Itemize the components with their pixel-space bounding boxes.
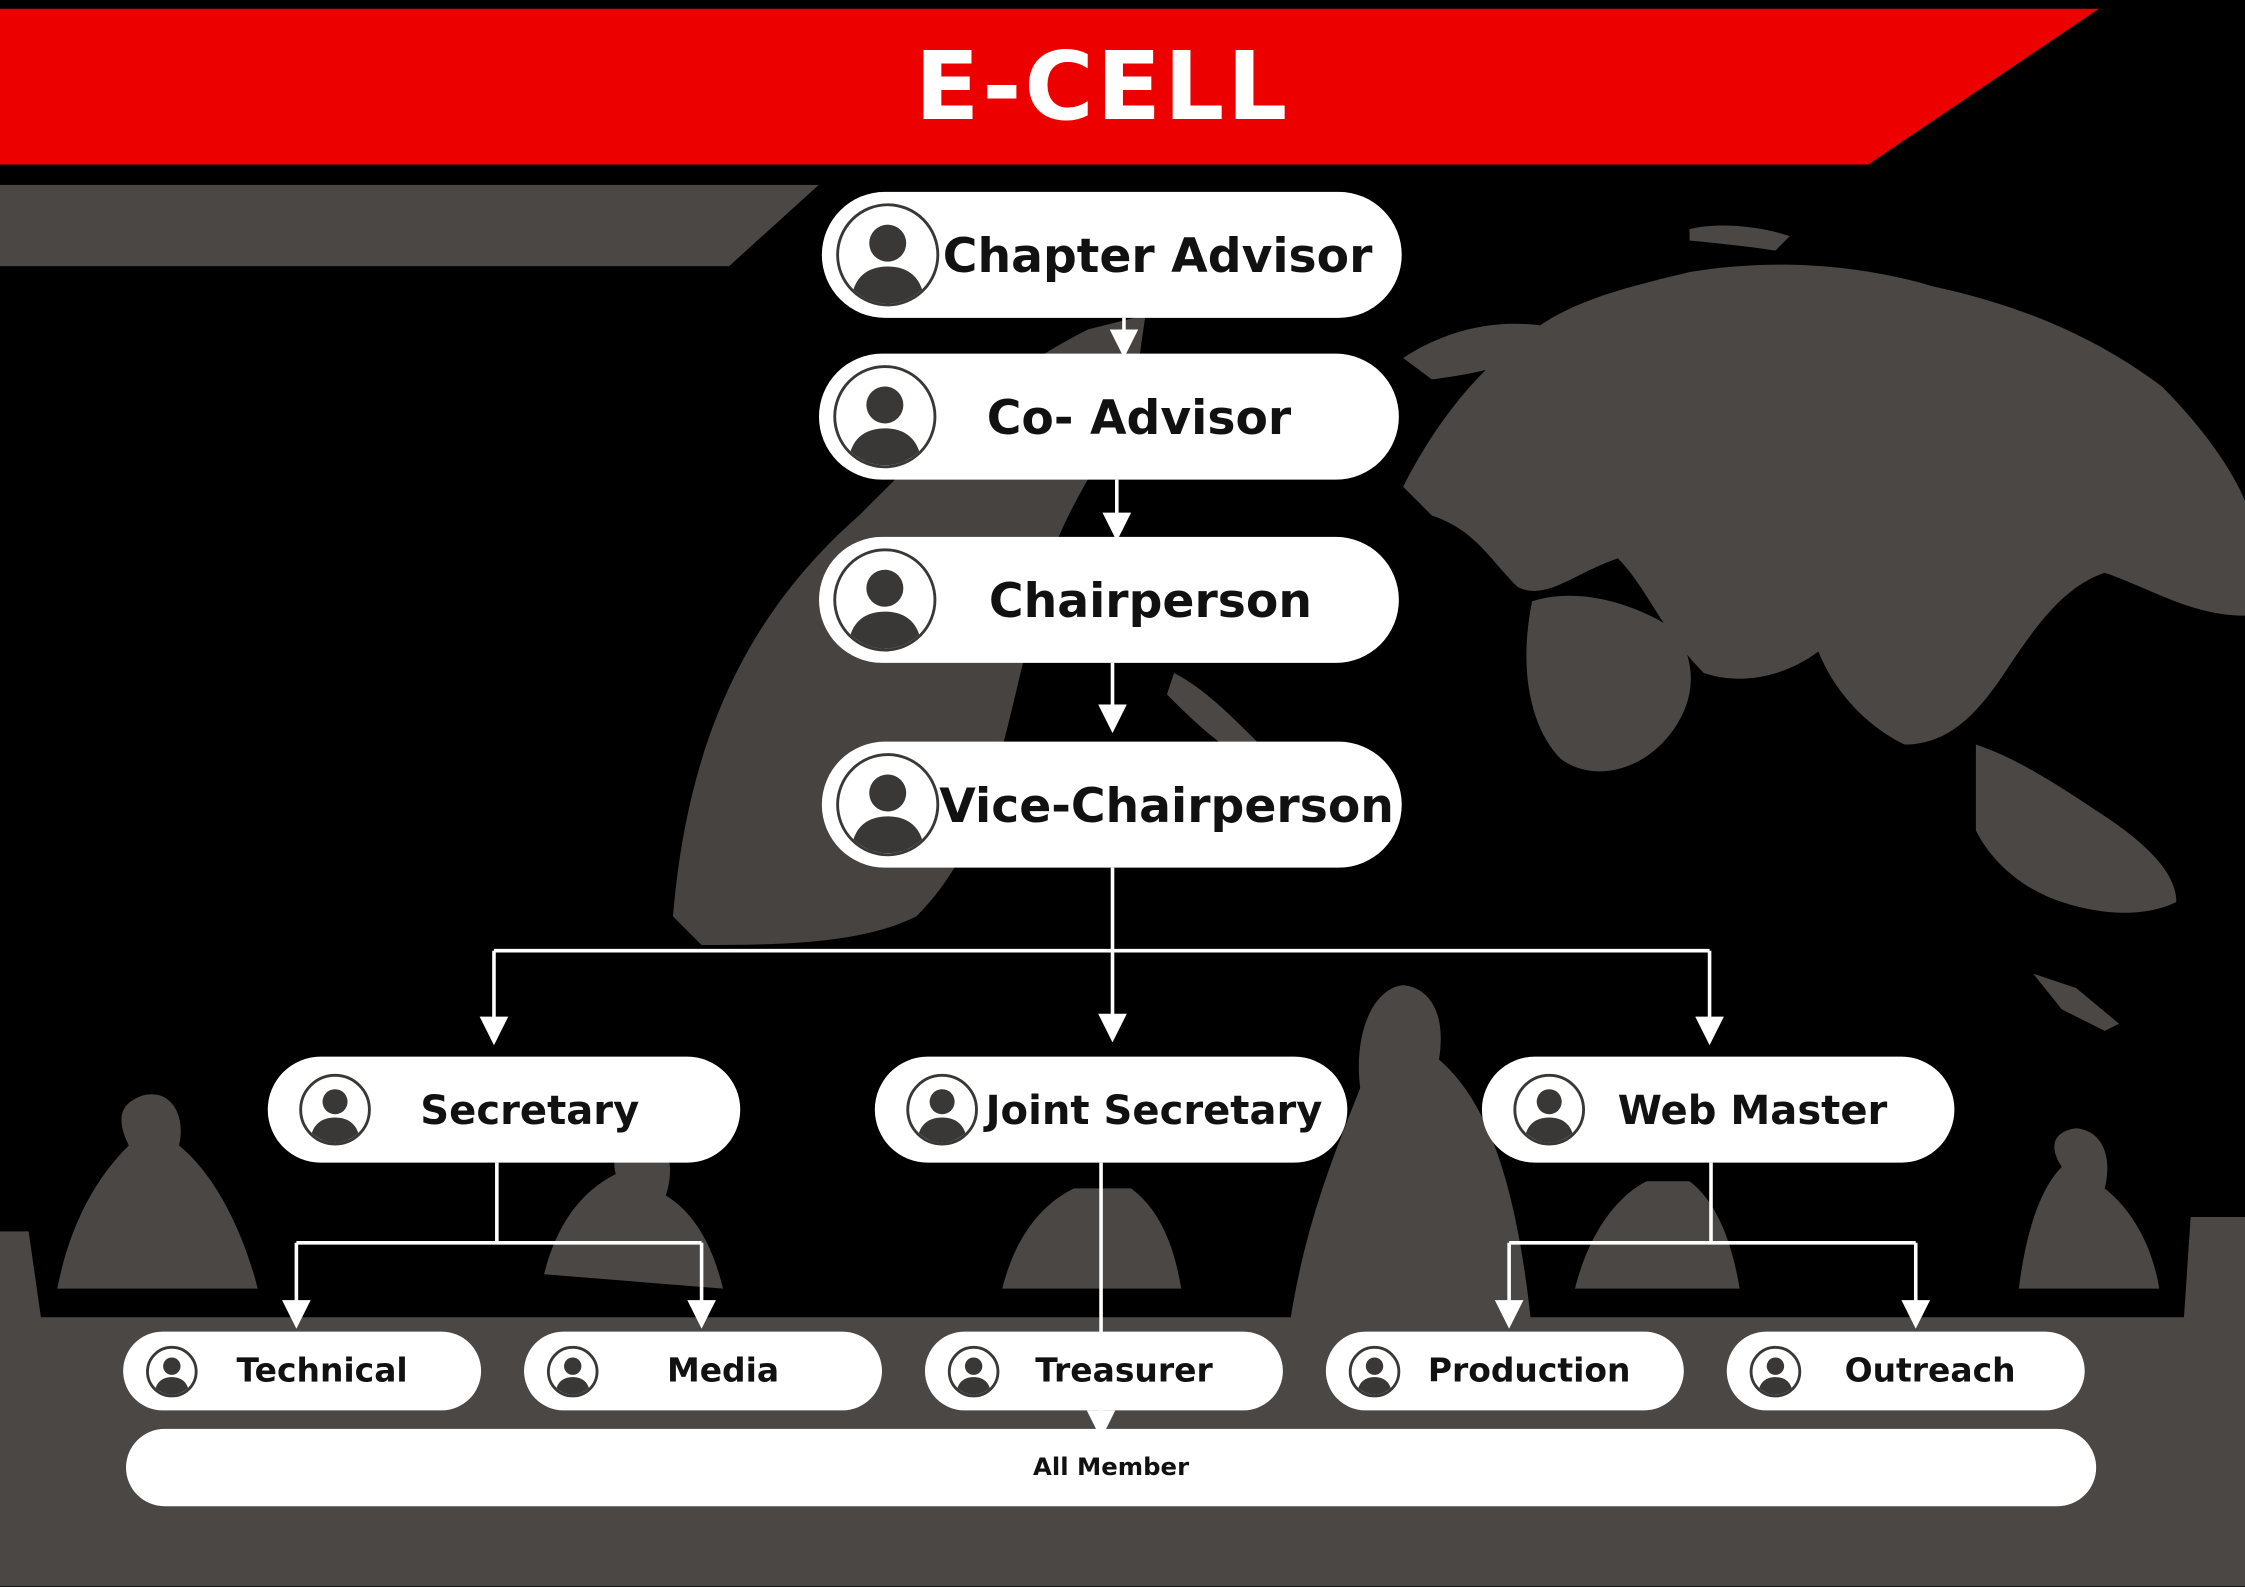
person-avatar-icon [836, 753, 940, 857]
node-co-advisor: Co- Advisor [818, 353, 1399, 480]
person-avatar-icon [833, 365, 937, 469]
page-title: E-CELL [914, 31, 1291, 142]
node-chapter-advisor: Chapter Advisor [821, 191, 1402, 318]
node-all-members: All Member [125, 1428, 2097, 1507]
node-label: Chapter Advisor [942, 226, 1373, 283]
node-media: Media [524, 1331, 882, 1411]
decorative-stripe [0, 184, 819, 267]
node-label: Co- Advisor [986, 388, 1292, 445]
node-label: Technical [236, 1352, 408, 1390]
node-label: Treasurer [1035, 1352, 1213, 1390]
person-avatar-icon [1348, 1345, 1401, 1397]
person-avatar-icon [299, 1073, 371, 1146]
node-label: Web Master [1617, 1086, 1888, 1134]
person-avatar-icon [546, 1345, 599, 1397]
node-secretary: Secretary [267, 1056, 741, 1163]
node-label: Joint Secretary [985, 1086, 1323, 1134]
node-label: Outreach [1844, 1352, 2016, 1390]
person-avatar-icon [836, 203, 940, 307]
node-label: Media [666, 1352, 780, 1390]
person-avatar-icon [947, 1345, 1000, 1397]
node-label: Vice-Chairperson [939, 776, 1394, 833]
node-vice-chairperson: Vice-Chairperson [821, 741, 1402, 868]
connector-webmaster-branch [1509, 1162, 1916, 1245]
connector-secretary-branch [296, 1162, 702, 1245]
person-avatar-icon [833, 548, 937, 652]
node-web-master: Web Master [1481, 1056, 1955, 1163]
node-outreach: Outreach [1726, 1331, 2085, 1411]
person-avatar-icon [146, 1345, 198, 1397]
node-production: Production [1325, 1331, 1684, 1411]
node-label: Secretary [420, 1086, 640, 1134]
node-label: Chairperson [988, 572, 1312, 628]
node-chairperson: Chairperson [818, 536, 1399, 663]
node-joint-secretary: Joint Secretary [874, 1056, 1348, 1163]
person-avatar-icon [1749, 1345, 1802, 1397]
person-avatar-icon [906, 1073, 978, 1146]
person-avatar-icon [1513, 1073, 1586, 1146]
node-label: Production [1427, 1352, 1631, 1390]
node-treasurer: Treasurer [924, 1331, 1283, 1411]
node-technical: Technical [123, 1331, 482, 1411]
title-banner [0, 8, 2100, 165]
